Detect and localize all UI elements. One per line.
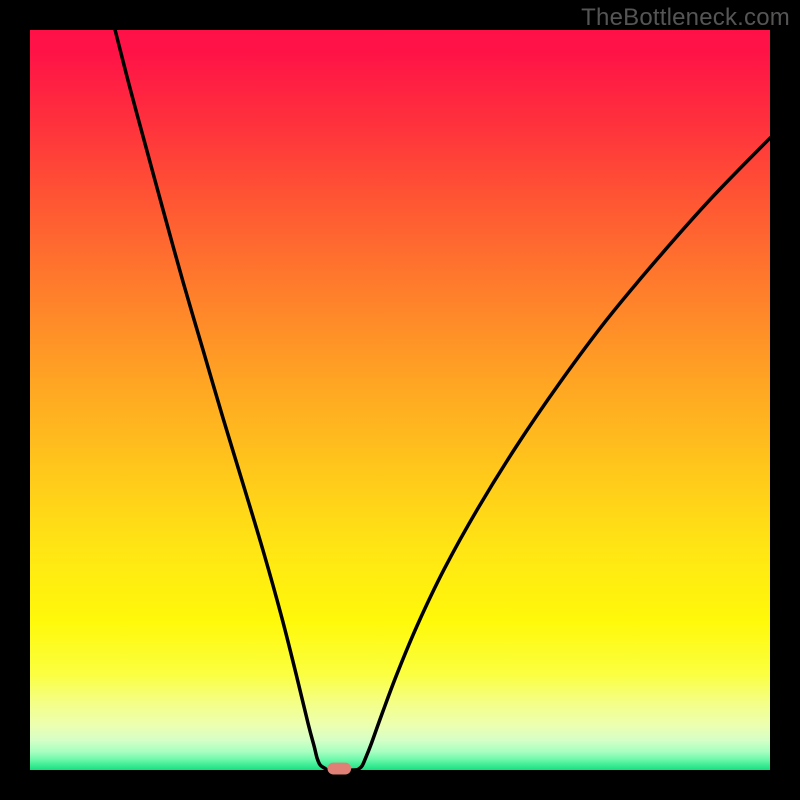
- bottleneck-chart: [0, 0, 800, 800]
- gradient-plot-area: [30, 30, 770, 770]
- optimal-point-marker: [327, 763, 351, 775]
- chart-container: TheBottleneck.com: [0, 0, 800, 800]
- watermark-text: TheBottleneck.com: [581, 4, 790, 32]
